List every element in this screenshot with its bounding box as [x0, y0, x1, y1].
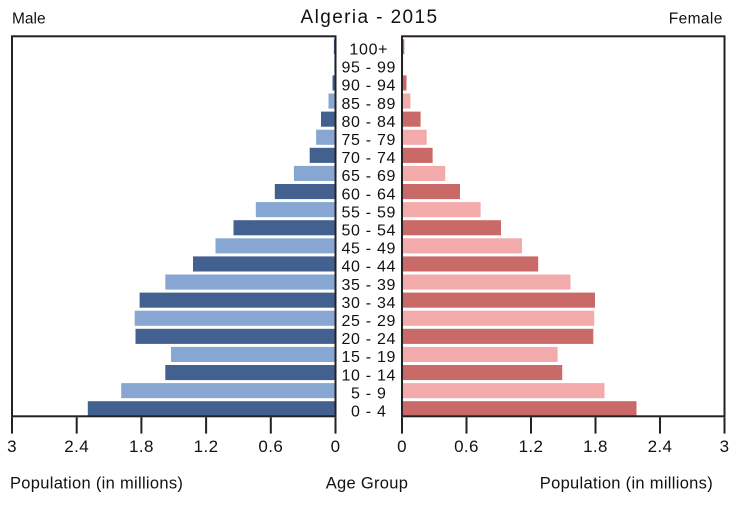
svg-text:30 - 34: 30 - 34 [341, 295, 396, 312]
svg-text:50 - 54: 50 - 54 [341, 223, 396, 240]
svg-text:80 - 84: 80 - 84 [341, 114, 396, 131]
svg-text:Age Group: Age Group [326, 475, 409, 493]
svg-text:0: 0 [397, 437, 407, 456]
svg-text:0.6: 0.6 [258, 437, 283, 456]
svg-text:75 - 79: 75 - 79 [341, 132, 396, 149]
svg-text:Population (in millions): Population (in millions) [540, 475, 713, 493]
svg-text:60 - 64: 60 - 64 [341, 186, 396, 203]
svg-text:100+: 100+ [349, 42, 388, 59]
svg-text:85 - 89: 85 - 89 [341, 96, 396, 113]
svg-text:40 - 44: 40 - 44 [341, 259, 396, 276]
svg-text:70 - 74: 70 - 74 [341, 150, 396, 167]
svg-text:15 - 19: 15 - 19 [341, 349, 396, 366]
svg-text:0 - 4: 0 - 4 [351, 404, 387, 421]
svg-text:90 - 94: 90 - 94 [341, 78, 396, 95]
svg-text:3: 3 [720, 437, 730, 456]
svg-text:65 - 69: 65 - 69 [341, 168, 396, 185]
svg-text:0.6: 0.6 [454, 437, 479, 456]
svg-text:Population (in millions): Population (in millions) [10, 475, 183, 493]
svg-text:35 - 39: 35 - 39 [341, 277, 396, 294]
svg-text:0: 0 [331, 437, 341, 456]
svg-text:1.2: 1.2 [194, 437, 219, 456]
svg-text:95 - 99: 95 - 99 [341, 60, 396, 77]
svg-text:1.2: 1.2 [519, 437, 544, 456]
svg-text:1.8: 1.8 [583, 437, 608, 456]
svg-text:55 - 59: 55 - 59 [341, 204, 396, 221]
svg-text:25 - 29: 25 - 29 [341, 313, 396, 330]
svg-text:3: 3 [7, 437, 17, 456]
svg-text:Algeria - 2015: Algeria - 2015 [301, 7, 439, 28]
svg-text:1.8: 1.8 [129, 437, 154, 456]
svg-text:45 - 49: 45 - 49 [341, 241, 396, 258]
svg-text:10 - 14: 10 - 14 [341, 367, 396, 384]
svg-text:2.4: 2.4 [64, 437, 89, 456]
svg-text:Female: Female [669, 11, 723, 28]
svg-text:20 - 24: 20 - 24 [341, 331, 396, 348]
svg-text:5 - 9: 5 - 9 [351, 385, 387, 402]
svg-text:Male: Male [12, 11, 46, 28]
svg-text:2.4: 2.4 [648, 437, 673, 456]
